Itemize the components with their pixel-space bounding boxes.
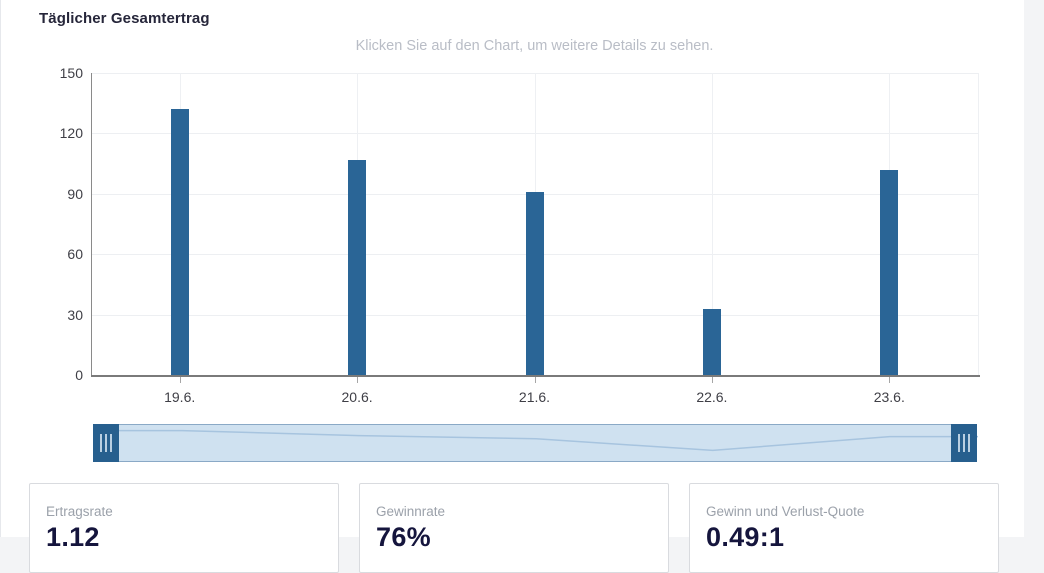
bar-19.6.[interactable]: [170, 109, 189, 375]
navigator-series-line: [94, 429, 978, 452]
stat-label: Gewinn und Verlust-Quote: [706, 504, 865, 519]
x-gridline: [711, 73, 713, 375]
stat-card-gewinnrate: Gewinnrate 76%: [359, 483, 669, 573]
y-axis-line: [91, 73, 92, 375]
y-axis-label: 30: [67, 306, 83, 323]
stat-label: Ertragsrate: [46, 504, 113, 519]
x-axis-tick: [889, 377, 891, 383]
bar-21.6.[interactable]: [525, 191, 544, 375]
x-axis-tick: [534, 377, 536, 383]
navigator-right-handle[interactable]: [951, 424, 977, 462]
y-axis-label: 90: [67, 185, 83, 202]
stat-value: 0.49:1: [706, 522, 785, 552]
stat-card-ertragsrate: Ertragsrate 1.12: [29, 483, 339, 573]
chart-subtitle: Klicken Sie auf den Chart, um weitere De…: [355, 38, 714, 54]
x-axis-label: 22.6.: [696, 389, 728, 405]
x-axis-line: [91, 375, 980, 377]
stat-cards: Ertragsrate 1.12 Gewinnrate 76% Gewinn u…: [1, 483, 1025, 573]
bar-23.6.[interactable]: [880, 169, 899, 375]
bar-22.6.[interactable]: [702, 308, 721, 375]
x-axis-tick: [711, 377, 713, 383]
daily-yield-bar-chart[interactable]: 0 30 60 90 120 150 19.6. 20.6. 21.6. 22.6. 23.6.: [1, 0, 1025, 420]
stat-value: 76%: [376, 522, 431, 552]
y-axis-label: 120: [59, 125, 83, 142]
stat-label: Gewinnrate: [376, 504, 446, 519]
y-axis-label: 0: [75, 367, 83, 383]
plot-right-border: [978, 73, 979, 375]
x-axis-label: 20.6.: [341, 389, 373, 405]
range-navigator[interactable]: [93, 424, 978, 462]
stat-value: 1.12: [46, 522, 100, 552]
chart-title: Täglicher Gesamtertrag: [39, 10, 210, 27]
bar-20.6.[interactable]: [348, 159, 367, 375]
x-axis-label: 21.6.: [518, 389, 551, 405]
y-axis-label: 150: [59, 65, 83, 81]
y-axis-label: 60: [67, 246, 83, 263]
x-axis-label: 19.6.: [164, 389, 196, 405]
stat-card-gewinn-verlust-quote: Gewinn und Verlust-Quote 0.49:1: [689, 483, 999, 573]
navigator-left-handle[interactable]: [93, 424, 119, 462]
x-axis-tick: [179, 377, 181, 383]
x-axis-label: 23.6.: [873, 389, 905, 405]
x-axis-tick: [357, 377, 359, 383]
